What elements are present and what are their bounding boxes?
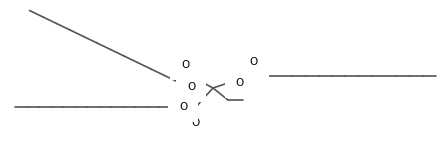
Text: O: O — [179, 102, 187, 112]
Text: O: O — [192, 118, 200, 128]
Text: O: O — [236, 78, 244, 88]
Text: O: O — [250, 57, 258, 67]
Text: O: O — [181, 60, 189, 70]
Text: O: O — [187, 82, 195, 92]
